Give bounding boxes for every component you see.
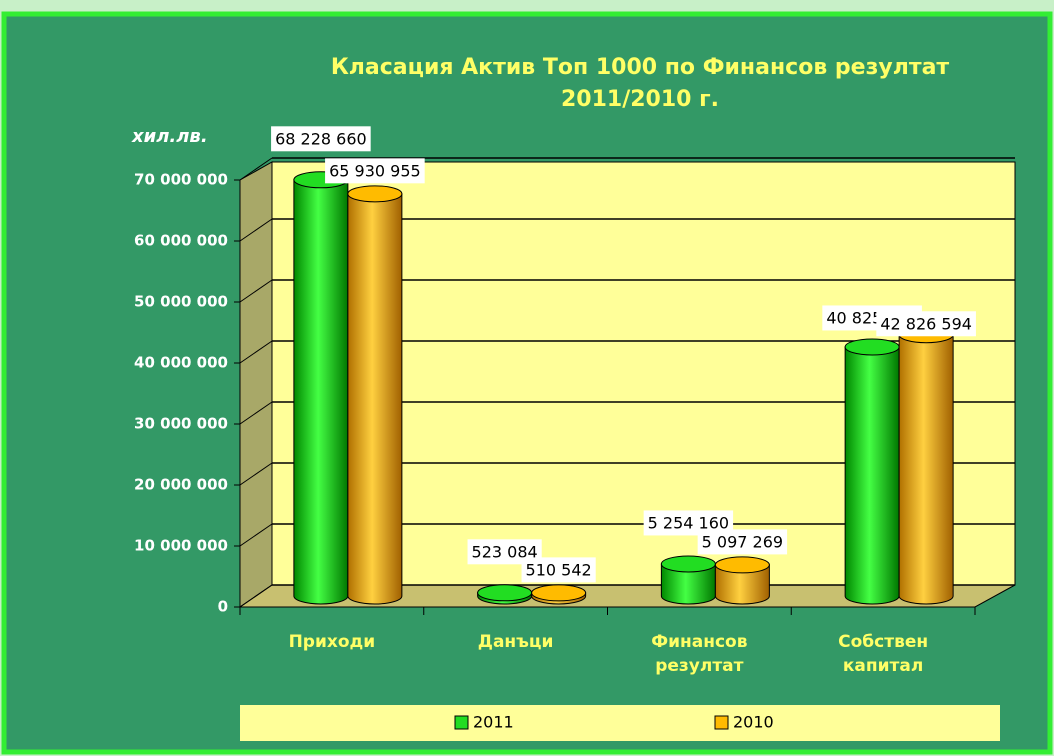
- grid-line: [239, 340, 273, 364]
- bar-top: [531, 584, 587, 602]
- value-label: 42 826 594: [880, 314, 972, 333]
- y-axis-label: хил.лв.: [131, 126, 208, 147]
- x-tick-label: Собствен капитал: [838, 632, 928, 676]
- value-label: 5 254 160: [648, 513, 729, 532]
- legend-label: 2010: [733, 713, 774, 732]
- legend: [240, 705, 1000, 741]
- bar-top: [844, 338, 900, 356]
- y-tick-label: 20 000 000: [134, 476, 228, 494]
- x-tick-label-line: Собствен: [838, 632, 928, 652]
- bar: [293, 171, 349, 605]
- x-tick-label-line: Данъци: [478, 632, 554, 652]
- bar-top: [714, 556, 770, 574]
- x-tick-label: Данъци: [478, 632, 554, 652]
- value-label-box: [325, 158, 425, 184]
- x-tick-label: Финансов резултат: [651, 632, 747, 676]
- value-label-box: [876, 311, 976, 337]
- value-label: 510 542: [526, 560, 592, 579]
- y-tick-label: 10 000 000: [134, 537, 228, 555]
- bar-top: [660, 555, 716, 573]
- grid-line: [239, 523, 273, 547]
- bar: [844, 338, 900, 605]
- chart-title: Класация Актив Топ 1000 по Финансов резу…: [331, 55, 950, 80]
- bar-body: [844, 346, 900, 605]
- bar-body: [898, 334, 954, 605]
- x-tick-label-line: Финансов: [651, 632, 747, 652]
- grid-line: [239, 401, 273, 425]
- bar: [714, 556, 770, 605]
- y-tick-label: 50 000 000: [134, 293, 228, 311]
- value-label: 65 930 955: [329, 161, 421, 180]
- legend-swatch: [714, 715, 729, 730]
- x-tick-label: Приходи: [289, 632, 376, 652]
- value-label: 68 228 660: [275, 129, 367, 148]
- grid-line: [239, 157, 273, 181]
- bar-top: [347, 185, 403, 203]
- value-label-box: [697, 529, 788, 555]
- bar-top: [477, 584, 533, 602]
- bar: [898, 326, 954, 605]
- grid-line: [239, 584, 273, 608]
- value-label: 523 084: [472, 542, 538, 561]
- grid-line: [239, 279, 273, 303]
- bar-body: [660, 563, 716, 605]
- y-tick-label: 0: [218, 598, 228, 616]
- value-label-box: [521, 557, 596, 583]
- bar: [477, 584, 533, 605]
- grid-line: [239, 462, 273, 486]
- bar: [347, 185, 403, 605]
- x-tick-label-line: Приходи: [289, 632, 376, 652]
- legend-swatch: [454, 715, 469, 730]
- side-wall: [239, 161, 273, 608]
- legend-label: 2011: [473, 713, 514, 732]
- bar: [531, 584, 587, 605]
- value-label: 5 097 269: [702, 532, 783, 551]
- x-tick-label-line: резултат: [655, 656, 743, 676]
- y-tick-label: 30 000 000: [134, 415, 228, 433]
- chart-subtitle: 2011/2010 г.: [561, 87, 719, 112]
- y-tick-label: 40 000 000: [134, 354, 228, 372]
- grid-line: [239, 218, 273, 242]
- bar: [660, 555, 716, 605]
- x-tick-label-line: капитал: [843, 656, 923, 676]
- value-label-box: [271, 126, 371, 152]
- bar-body: [293, 179, 349, 605]
- bar-body: [347, 193, 403, 605]
- y-tick-label: 70 000 000: [134, 171, 228, 189]
- y-tick-label: 60 000 000: [134, 232, 228, 250]
- bar-body: [714, 564, 770, 605]
